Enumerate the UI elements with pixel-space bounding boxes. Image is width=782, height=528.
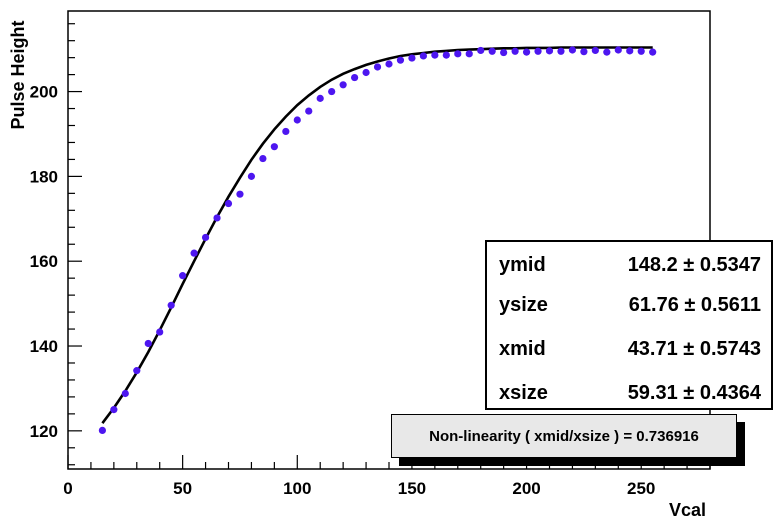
y-tick-label: 140 bbox=[30, 337, 58, 356]
data-point bbox=[190, 249, 198, 257]
data-point bbox=[591, 46, 599, 55]
data-point bbox=[534, 47, 542, 55]
data-point bbox=[316, 94, 324, 102]
fit-curve bbox=[101, 46, 653, 424]
data-point bbox=[282, 127, 290, 136]
data-point bbox=[442, 51, 450, 59]
data-point bbox=[614, 46, 622, 54]
data-point bbox=[167, 301, 175, 309]
data-point bbox=[156, 328, 164, 336]
data-point bbox=[477, 46, 485, 55]
data-point bbox=[431, 51, 439, 59]
x-tick-label: 0 bbox=[63, 479, 72, 498]
x-axis-title: Vcal bbox=[669, 500, 706, 520]
stats-row-xmid: xmid 43.71 ± 0.5743 bbox=[487, 338, 771, 378]
stats-value-xsize: 59.31 ± 0.4364 bbox=[627, 382, 761, 404]
data-point bbox=[224, 199, 233, 208]
data-point bbox=[568, 46, 577, 54]
data-point bbox=[557, 47, 565, 55]
data-point bbox=[626, 47, 634, 55]
data-point bbox=[454, 50, 462, 58]
stats-name-ymid: ymid bbox=[499, 254, 546, 276]
data-point bbox=[293, 116, 301, 124]
x-tick-label: 50 bbox=[173, 479, 192, 498]
data-points bbox=[98, 46, 657, 435]
data-point bbox=[305, 107, 313, 115]
data-point bbox=[545, 47, 554, 55]
y-tick-label: 160 bbox=[30, 252, 58, 271]
data-point bbox=[637, 47, 645, 55]
y-tick-label: 200 bbox=[30, 83, 58, 102]
stats-name-xmid: xmid bbox=[499, 338, 546, 360]
data-point bbox=[179, 272, 187, 280]
data-point bbox=[522, 48, 531, 56]
x-tick-label: 150 bbox=[398, 479, 426, 498]
data-point bbox=[373, 63, 382, 71]
data-point bbox=[603, 48, 611, 56]
data-point bbox=[213, 214, 221, 222]
data-point bbox=[339, 81, 347, 89]
fit-stats-box: ymid 148.2 ± 0.5347 ysize 61.76 ± 0.5611… bbox=[485, 240, 773, 410]
y-axis-title: Pulse Height bbox=[8, 20, 28, 129]
data-point bbox=[98, 426, 106, 435]
stats-row-xsize: xsize 59.31 ± 0.4364 bbox=[487, 382, 771, 422]
non-linearity-annotation: Non-linearity ( xmid/xsize ) = 0.736916 bbox=[391, 414, 737, 458]
data-point bbox=[362, 68, 370, 77]
data-point bbox=[396, 56, 405, 64]
data-point bbox=[649, 48, 657, 56]
data-point bbox=[270, 143, 278, 151]
data-point bbox=[419, 52, 427, 60]
stats-value-ysize: 61.76 ± 0.5611 bbox=[628, 294, 761, 316]
data-point bbox=[408, 54, 416, 62]
tick-labels: 0 50 100 150 200 250 120 140 160 180 200 bbox=[30, 83, 656, 498]
stats-row-ysize: ysize 61.76 ± 0.5611 bbox=[487, 294, 771, 334]
data-point bbox=[500, 48, 508, 57]
data-point bbox=[259, 154, 267, 163]
data-point bbox=[144, 339, 152, 348]
data-point bbox=[236, 190, 244, 198]
stats-value-ymid: 148.2 ± 0.5347 bbox=[627, 254, 761, 276]
data-point bbox=[351, 73, 359, 82]
data-point bbox=[385, 60, 393, 68]
x-tick-label: 200 bbox=[512, 479, 540, 498]
data-point bbox=[110, 406, 118, 414]
stats-row-ymid: ymid 148.2 ± 0.5347 bbox=[487, 254, 771, 294]
data-point bbox=[121, 389, 129, 398]
y-tick-label: 120 bbox=[30, 422, 58, 441]
data-point bbox=[133, 367, 141, 375]
x-tick-label: 100 bbox=[283, 479, 311, 498]
data-point bbox=[580, 48, 588, 56]
data-point bbox=[465, 50, 473, 58]
data-point bbox=[511, 47, 519, 55]
y-tick-label: 180 bbox=[30, 167, 58, 186]
stats-name-xsize: xsize bbox=[499, 382, 548, 404]
data-point bbox=[247, 172, 256, 180]
x-tick-label: 250 bbox=[627, 479, 655, 498]
data-point bbox=[328, 87, 336, 96]
data-point bbox=[201, 233, 210, 242]
stats-name-ysize: ysize bbox=[499, 294, 548, 316]
data-point bbox=[488, 47, 496, 55]
stats-value-xmid: 43.71 ± 0.5743 bbox=[627, 338, 761, 360]
